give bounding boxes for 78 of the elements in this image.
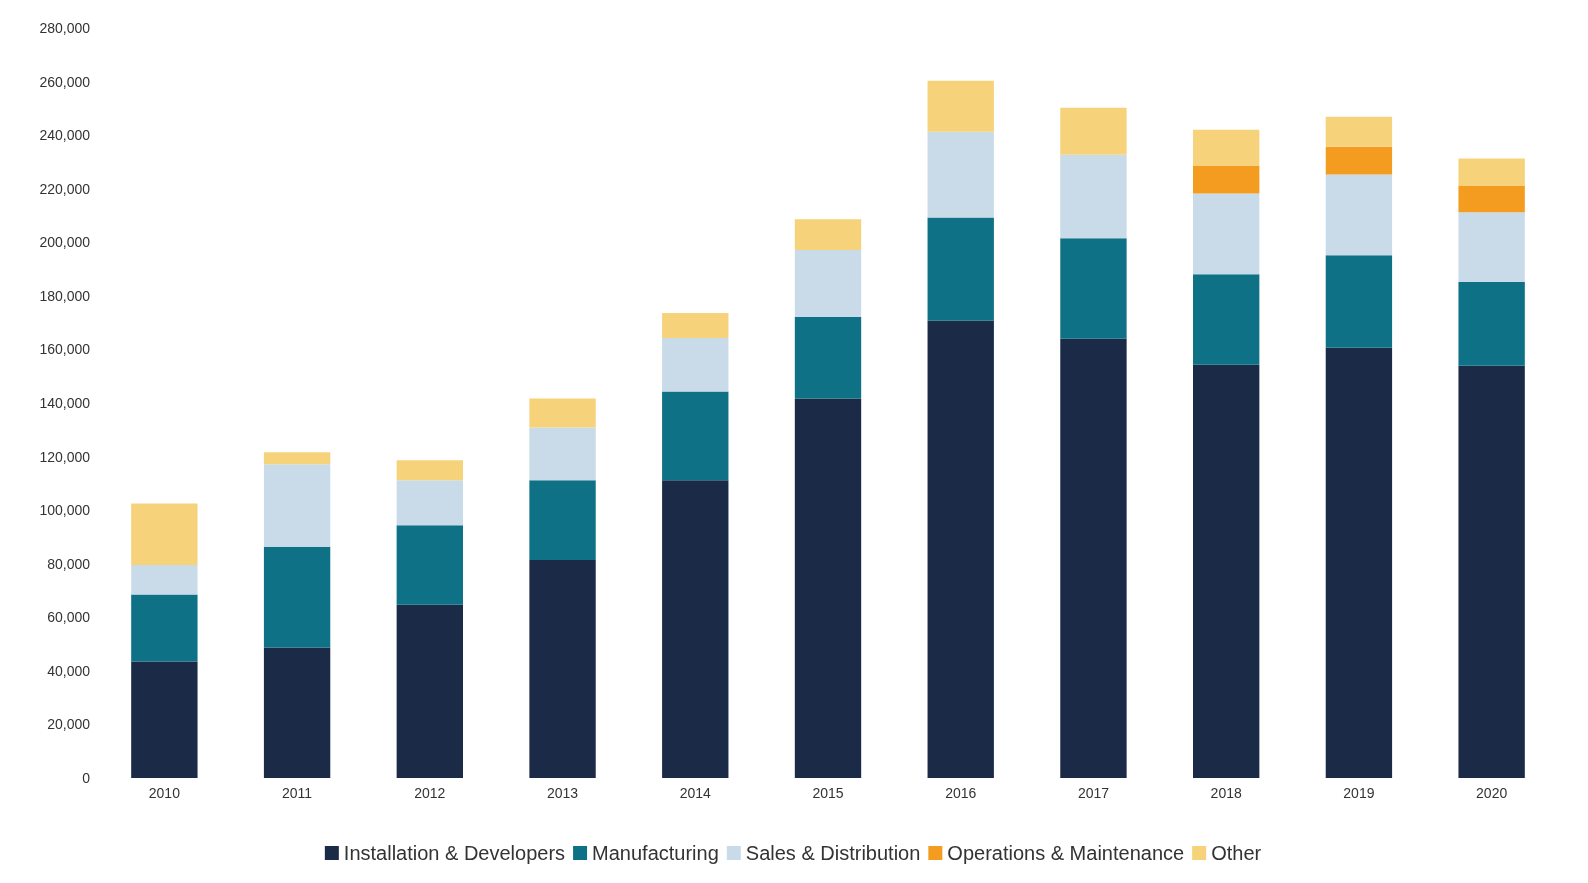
y-tick-label: 180,000	[39, 287, 91, 304]
bar	[794, 250, 862, 318]
bar	[529, 398, 596, 428]
y-tick-label: 160,000	[39, 341, 91, 358]
y-tick-label: 100,000	[39, 502, 91, 519]
y-tick-label: 120,000	[39, 448, 91, 465]
bar	[529, 559, 596, 778]
x-tick-label: 2017	[1077, 785, 1110, 801]
bar	[794, 398, 862, 778]
legend-label: Sales & Distribution	[745, 842, 921, 864]
bar	[1193, 274, 1260, 365]
bar	[1060, 238, 1127, 339]
y-tick-label: 280,000	[39, 20, 91, 36]
x-tick-label: 2014	[679, 785, 712, 801]
bar	[1193, 364, 1260, 778]
bar	[1193, 193, 1260, 275]
x-tick-label: 2012	[414, 785, 446, 801]
bar	[131, 565, 198, 595]
bar	[263, 647, 331, 778]
bar	[131, 661, 198, 778]
bar	[1060, 154, 1127, 239]
y-tick-label: 20,000	[47, 716, 91, 733]
y-tick-label: 240,000	[39, 127, 91, 144]
bar	[263, 452, 331, 465]
bar	[1193, 129, 1260, 166]
bar	[927, 131, 994, 218]
bar	[1325, 116, 1393, 147]
y-tick-label: 40,000	[47, 662, 91, 679]
bar	[263, 546, 331, 648]
legend-label: Installation & Developers	[343, 842, 566, 864]
bar	[1325, 146, 1393, 175]
bar	[927, 80, 994, 132]
bar	[131, 594, 198, 662]
bar	[1193, 165, 1260, 194]
x-tick-label: 2015	[812, 785, 844, 801]
legend-label: Other	[1211, 842, 1262, 864]
bar	[1060, 338, 1127, 778]
bar	[927, 217, 994, 321]
y-tick-label: 260,000	[39, 73, 91, 90]
x-tick-label: 2018	[1210, 785, 1242, 801]
bar	[927, 320, 994, 778]
bar	[1458, 212, 1525, 282]
bar	[1325, 174, 1393, 256]
legend-label: Manufacturing	[592, 842, 719, 864]
bar	[1458, 281, 1525, 366]
x-tick-label: 2019	[1343, 785, 1375, 801]
bar	[662, 480, 729, 778]
x-tick-label: 2020	[1476, 785, 1508, 801]
bar	[529, 427, 596, 481]
bar	[396, 604, 463, 778]
bar	[662, 313, 729, 338]
bar	[396, 480, 463, 526]
bar	[263, 464, 331, 547]
x-tick-label: 2011	[282, 785, 313, 801]
x-tick-label: 2016	[945, 785, 977, 801]
y-tick-label: 80,000	[47, 555, 91, 572]
bar	[662, 337, 729, 392]
y-tick-label: 60,000	[47, 609, 91, 626]
bar	[1060, 107, 1127, 155]
bar	[131, 503, 198, 566]
legend-label: Operations & Maintenance	[947, 842, 1185, 864]
x-tick-label: 2010	[148, 785, 181, 801]
bar	[1325, 255, 1393, 348]
x-tick-label: 2013	[546, 785, 579, 801]
bar	[794, 317, 862, 399]
bar	[1458, 185, 1525, 213]
bar	[396, 460, 463, 481]
bar	[794, 219, 862, 251]
bar	[662, 391, 729, 481]
y-tick-label: 0	[82, 770, 91, 786]
bar	[1325, 347, 1393, 778]
y-tick-label: 200,000	[39, 234, 91, 251]
bar	[1458, 365, 1525, 778]
bar	[529, 480, 596, 560]
bar	[1458, 158, 1525, 186]
y-tick-label: 140,000	[39, 395, 91, 411]
bar	[396, 525, 463, 605]
y-tick-label: 220,000	[39, 180, 91, 197]
